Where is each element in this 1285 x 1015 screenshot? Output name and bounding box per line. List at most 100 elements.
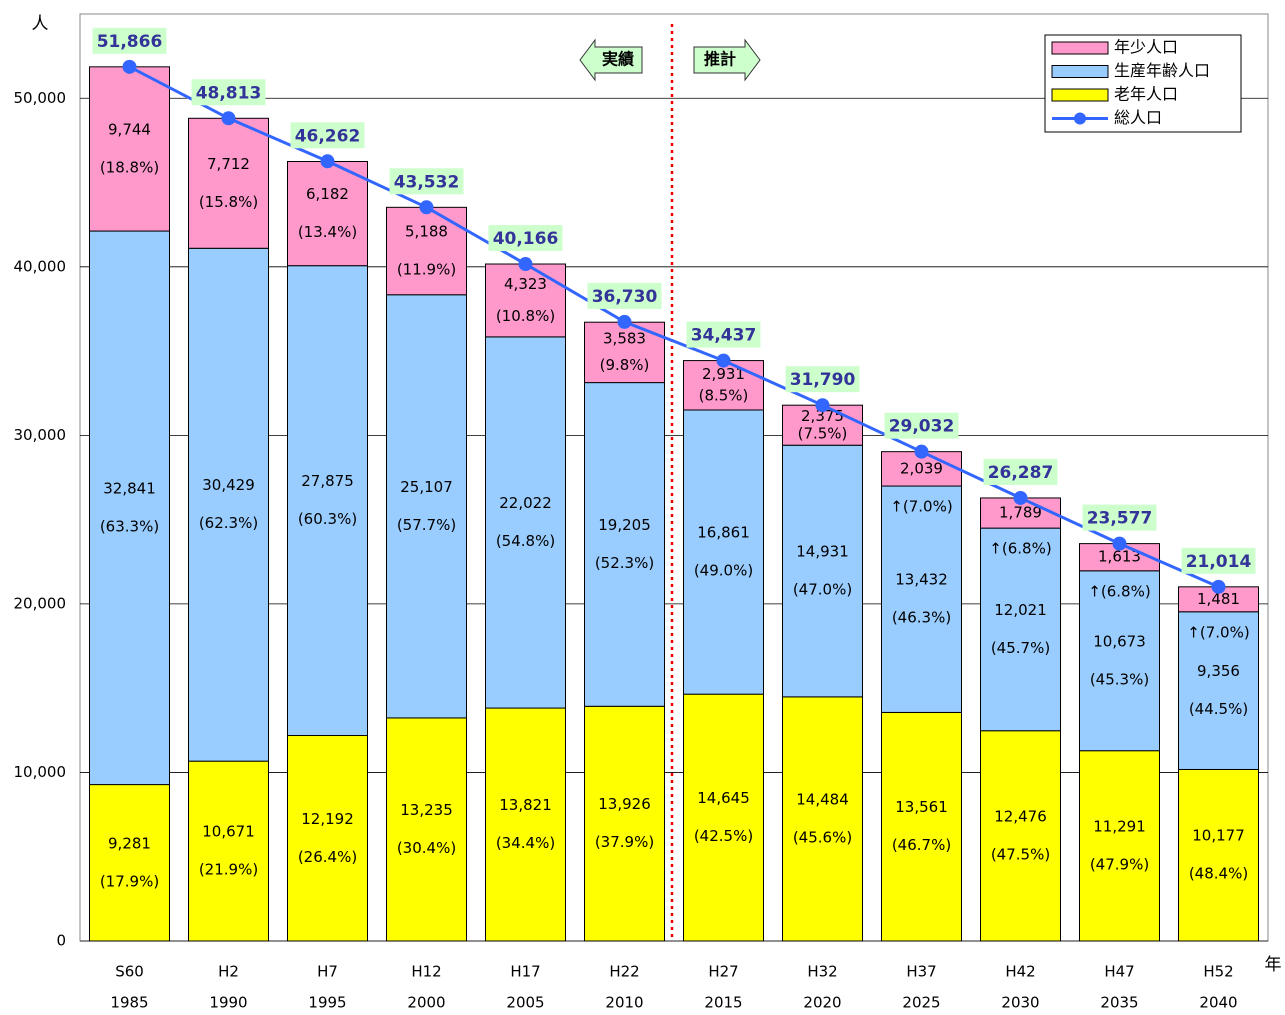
x-tick-label: H2: [218, 963, 239, 981]
value-label: 1,481: [1197, 590, 1240, 608]
value-label: 12,192: [301, 810, 354, 828]
share-label: ↑(7.0%): [1187, 623, 1249, 641]
total-marker: [122, 59, 137, 74]
bar-segment: [980, 730, 1061, 942]
share-label: (45.3%): [1090, 670, 1149, 688]
x-tick-label: 2035: [1100, 994, 1138, 1012]
bar-segment: [1178, 768, 1259, 942]
bar-segment: [1079, 570, 1160, 752]
y-tick-label: 20,000: [14, 594, 67, 612]
value-label: 9,356: [1197, 662, 1240, 680]
share-label: (47.5%): [991, 845, 1050, 863]
bar-segment: [188, 760, 269, 942]
value-label: 16,861: [697, 524, 750, 542]
total-label-box: [488, 225, 563, 252]
y-axis-label: 人: [32, 14, 49, 34]
bar-segment: [485, 263, 566, 338]
total-label: 34,437: [691, 326, 757, 346]
x-tick-label: 2015: [704, 994, 742, 1012]
x-tick-label: H12: [411, 963, 441, 981]
legend-label: 年少人口: [1114, 38, 1178, 57]
share-label: (42.5%): [694, 827, 753, 845]
value-label: 11,291: [1093, 817, 1146, 835]
bar-segment: [386, 717, 467, 942]
share-label: (7.5%): [798, 425, 848, 443]
value-label: 13,561: [895, 798, 948, 816]
total-label: 36,730: [592, 287, 658, 307]
legend-label: 生産年齢人口: [1114, 61, 1210, 80]
value-label: 30,429: [202, 476, 255, 494]
total-label: 26,287: [988, 463, 1054, 483]
share-label: (9.8%): [600, 356, 650, 374]
legend-swatch: [1051, 41, 1109, 55]
share-label: (45.7%): [991, 639, 1050, 657]
share-label: (10.8%): [496, 307, 555, 325]
share-label: (37.9%): [595, 833, 654, 851]
x-tick-label: 2040: [1199, 994, 1237, 1012]
value-label: 3,583: [603, 330, 646, 348]
y-tick-label: 0: [56, 932, 66, 950]
value-label: 25,107: [400, 478, 453, 496]
plot-area: [79, 13, 1269, 942]
value-label: 5,188: [405, 223, 448, 241]
x-tick-label: 2025: [902, 994, 940, 1012]
total-marker: [1013, 490, 1028, 505]
bar-segment: [89, 784, 170, 942]
annotation: 実績: [602, 50, 634, 69]
value-label: 22,022: [499, 494, 552, 512]
total-label-box: [686, 321, 761, 348]
bar-segment: [584, 705, 665, 942]
total-marker: [914, 444, 929, 459]
x-tick-label: 2020: [803, 994, 841, 1012]
share-label: (11.9%): [397, 261, 456, 279]
bar-segment: [1178, 611, 1259, 770]
share-label: (47.9%): [1090, 855, 1149, 873]
value-label: 2,931: [702, 365, 745, 383]
value-label: 10,177: [1192, 827, 1245, 845]
total-marker: [716, 353, 731, 368]
total-line: [128, 65, 1220, 589]
value-label: 1,613: [1098, 548, 1141, 566]
value-label: 10,671: [202, 823, 255, 841]
total-marker: [320, 154, 335, 169]
share-label: (13.4%): [298, 223, 357, 241]
x-tick-label: H37: [906, 963, 936, 981]
total-label-box: [983, 458, 1058, 485]
x-tick-label: 2000: [407, 994, 445, 1012]
value-label: 2,039: [900, 459, 943, 477]
value-label: 14,484: [796, 790, 849, 808]
x-tick-label: 2030: [1001, 994, 1039, 1012]
bar-segment: [683, 409, 764, 695]
total-marker: [617, 314, 632, 329]
bar-segment: [782, 696, 863, 942]
x-tick-label: H27: [708, 963, 738, 981]
annotation: 推計: [704, 50, 736, 69]
total-label-box: [1082, 504, 1157, 531]
share-label: (47.0%): [793, 581, 852, 599]
bar-segment: [287, 160, 368, 267]
share-label: (26.4%): [298, 848, 357, 866]
total-label: 21,014: [1186, 552, 1252, 572]
bar-segment: [683, 693, 764, 942]
value-label: 27,875: [301, 472, 354, 490]
share-label: (52.3%): [595, 554, 654, 572]
total-label: 46,262: [295, 126, 361, 146]
value-label: 12,021: [994, 601, 1047, 619]
x-tick-label: 2005: [506, 994, 544, 1012]
total-marker: [419, 200, 434, 215]
x-tick-label: 2010: [605, 994, 643, 1012]
value-label: 13,432: [895, 571, 948, 589]
arrow-right: [693, 38, 761, 82]
value-label: 14,645: [697, 789, 750, 807]
bar-segment: [89, 66, 170, 232]
value-label: 12,476: [994, 807, 1047, 825]
y-tick-label: 30,000: [14, 426, 67, 444]
bar-segment: [782, 444, 863, 698]
bar-segment: [980, 527, 1061, 732]
bar-segment: [485, 707, 566, 942]
bar-segment: [89, 230, 170, 786]
x-tick-label: 1990: [209, 994, 247, 1012]
bar-segment: [881, 485, 962, 713]
x-tick-label: H7: [317, 963, 338, 981]
